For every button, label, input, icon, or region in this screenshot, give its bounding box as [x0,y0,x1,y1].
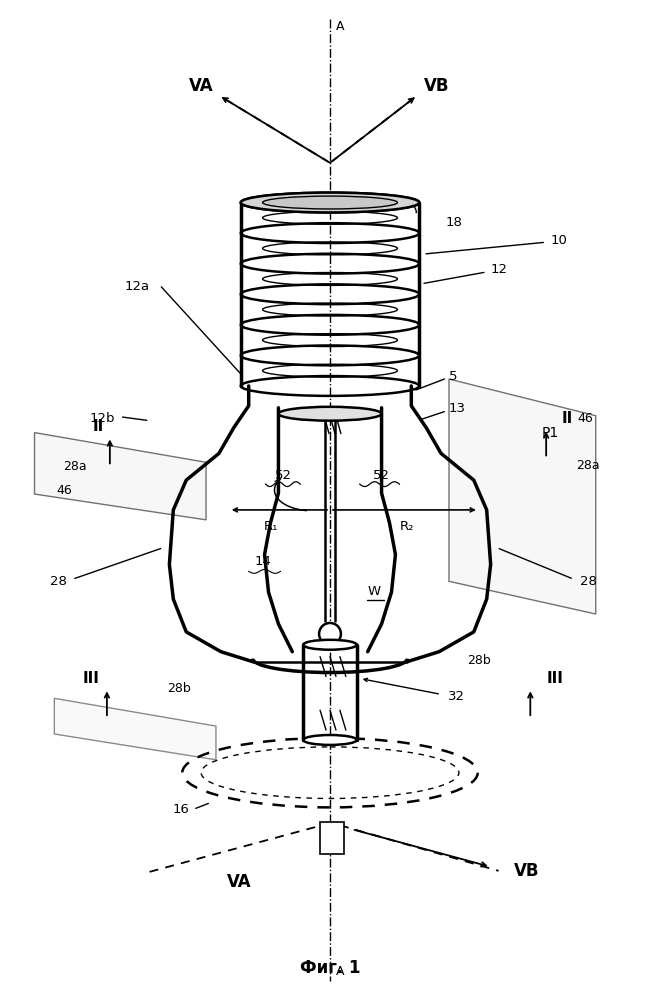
Text: A: A [336,20,345,33]
Text: 28a: 28a [63,460,87,473]
Text: 10: 10 [550,234,567,247]
Text: 28: 28 [50,575,67,588]
Text: 13: 13 [449,402,466,415]
Ellipse shape [263,196,397,209]
Text: VA: VA [189,77,213,95]
Text: 14: 14 [254,555,271,568]
Ellipse shape [279,407,381,421]
Text: 12a: 12a [124,280,150,293]
Text: 28b: 28b [467,654,490,667]
Text: VB: VB [424,77,450,95]
Text: R₁: R₁ [263,520,278,533]
Text: III: III [83,671,100,686]
Text: 28a: 28a [576,459,599,472]
Polygon shape [449,379,596,614]
Ellipse shape [303,735,357,745]
Polygon shape [34,433,206,520]
Text: 28: 28 [580,575,597,588]
Polygon shape [54,698,216,760]
Text: 52: 52 [275,469,292,482]
Text: 16: 16 [173,803,189,816]
Text: W: W [367,585,380,598]
Text: VA: VA [226,873,251,891]
Text: 18: 18 [446,216,463,229]
Ellipse shape [319,623,341,645]
Bar [320,822,344,854]
Text: R₂: R₂ [400,520,414,533]
Text: Фиг. 1: Фиг. 1 [300,959,360,977]
Text: 5: 5 [449,370,457,383]
Text: 52: 52 [373,469,390,482]
Text: III: III [546,671,563,686]
Text: 12b: 12b [89,412,115,425]
Ellipse shape [241,193,419,212]
Text: 46: 46 [56,484,72,497]
Text: II: II [92,419,104,434]
Text: P1: P1 [541,426,559,440]
Text: 12: 12 [490,263,508,276]
Text: 28b: 28b [168,682,191,695]
Text: VB: VB [513,862,539,880]
Ellipse shape [303,640,357,650]
Text: 46: 46 [577,412,593,425]
Text: A: A [336,965,345,978]
Text: II: II [562,411,574,426]
Text: 32: 32 [448,690,465,703]
